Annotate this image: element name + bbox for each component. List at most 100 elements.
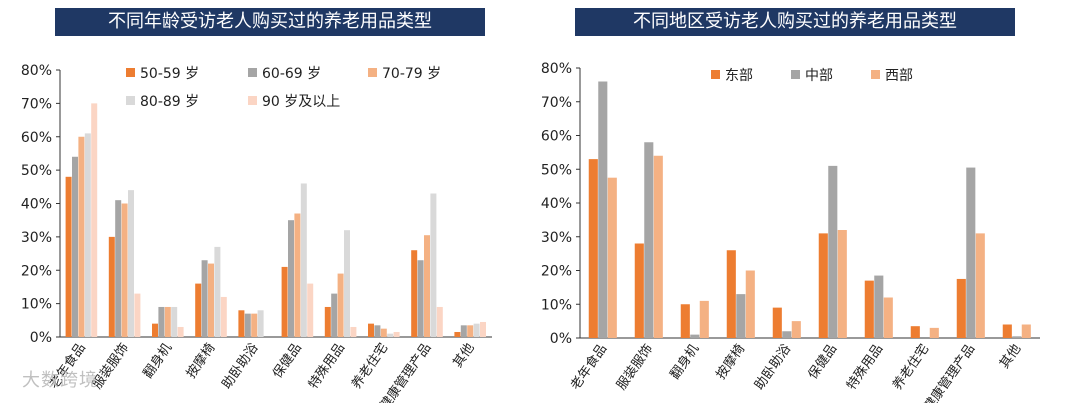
right-ytick-label: 50% bbox=[541, 162, 572, 178]
left-category-label: 特殊用品 bbox=[306, 341, 348, 392]
right-bar bbox=[883, 297, 893, 338]
left-bar bbox=[380, 328, 387, 337]
right-bar bbox=[828, 165, 838, 338]
left-bar bbox=[288, 220, 294, 337]
left-bar bbox=[417, 260, 424, 337]
left-legend-swatch bbox=[248, 68, 257, 77]
right-category-label: 保健品 bbox=[806, 342, 841, 383]
left-bar bbox=[467, 325, 474, 337]
right-bar bbox=[864, 280, 874, 338]
right-bar bbox=[772, 307, 782, 338]
left-legend-swatch bbox=[126, 96, 135, 105]
left-bar bbox=[393, 331, 400, 337]
left-bar bbox=[344, 230, 350, 337]
left-bar bbox=[65, 176, 72, 337]
right-ytick-label: 60% bbox=[541, 129, 572, 145]
right-chart-svg: 0% 10% 20% 30% 40% 50% 60% 70% 80% 老年食品 服装服饰 翻身机 按摩椅… bbox=[541, 61, 1040, 403]
right-bar bbox=[975, 233, 985, 338]
right-bar bbox=[588, 159, 598, 338]
right-bar bbox=[1012, 336, 1022, 338]
left-category-label: 养老住宅 bbox=[348, 340, 391, 392]
left-bar bbox=[424, 235, 430, 337]
left-bar bbox=[72, 156, 78, 337]
right-category-label: 助卧助浴 bbox=[752, 342, 794, 393]
right-bar bbox=[929, 327, 939, 338]
right-category-label: 按摩椅 bbox=[713, 341, 748, 382]
right-ytick-label: 30% bbox=[541, 230, 572, 246]
left-ytick-label: 70% bbox=[21, 96, 52, 112]
left-ytick-label: 20% bbox=[21, 263, 52, 279]
left-ytick-label: 50% bbox=[21, 163, 52, 179]
left-legend-label: 50-59 岁 bbox=[140, 66, 199, 82]
left-bar bbox=[350, 326, 357, 337]
left-legend-swatch bbox=[368, 68, 377, 77]
left-legend-label: 70-79 岁 bbox=[382, 66, 441, 82]
right-chart-panel: 不同地区受访老人购买过的养老用品类型 0% 10% 20% 30% 40% 50% 60% 7… bbox=[540, 0, 1080, 403]
right-bar bbox=[680, 304, 690, 338]
left-bar bbox=[300, 183, 307, 337]
left-bar bbox=[460, 325, 467, 337]
left-bar bbox=[121, 203, 128, 337]
right-bar bbox=[736, 294, 746, 338]
left-bar bbox=[152, 323, 158, 337]
right-legend-label: 东部 bbox=[725, 68, 753, 84]
left-bar bbox=[473, 323, 480, 337]
right-bar bbox=[690, 334, 700, 338]
left-category-label: 保健品 bbox=[270, 341, 305, 382]
right-bar bbox=[644, 142, 654, 338]
left-bar bbox=[244, 313, 251, 337]
right-legend-swatch bbox=[871, 70, 880, 79]
right-category-label: 其他 bbox=[997, 342, 1024, 372]
left-bar bbox=[78, 136, 85, 337]
left-bar bbox=[387, 333, 394, 337]
right-bar bbox=[782, 331, 792, 338]
watermark-text: 大数跨境 bbox=[22, 370, 98, 391]
right-category-label: 老年食品 bbox=[567, 341, 610, 393]
left-bar bbox=[436, 306, 443, 337]
left-bar bbox=[195, 283, 202, 337]
left-legend-swatch bbox=[248, 96, 257, 105]
left-category-label: 翻身机 bbox=[140, 340, 175, 381]
left-bar bbox=[177, 326, 184, 337]
left-bar bbox=[238, 310, 245, 337]
right-bar bbox=[874, 275, 884, 338]
left-bar bbox=[128, 190, 134, 337]
left-chart-title: 不同年龄受访老人购买过的养老用品类型 bbox=[55, 8, 485, 36]
left-bar bbox=[454, 331, 461, 337]
right-category-label: 养老住宅 bbox=[889, 341, 932, 393]
right-ytick-label: 20% bbox=[541, 264, 572, 280]
left-bar bbox=[84, 133, 91, 337]
right-bar bbox=[607, 177, 617, 338]
right-legend-label: 中部 bbox=[805, 68, 833, 84]
left-ytick-label: 60% bbox=[21, 130, 52, 146]
left-legend-label: 60-69 岁 bbox=[262, 66, 321, 82]
right-bar bbox=[956, 278, 966, 338]
left-bar bbox=[201, 260, 208, 337]
right-category-label: 翻身机 bbox=[667, 341, 702, 382]
left-bar bbox=[115, 200, 122, 337]
left-bar bbox=[134, 293, 141, 337]
left-bar bbox=[91, 103, 98, 337]
left-bar bbox=[251, 313, 258, 337]
right-chart-title: 不同地区受访老人购买过的养老用品类型 bbox=[575, 8, 1015, 36]
left-category-label: 其他 bbox=[450, 341, 477, 371]
left-bar bbox=[324, 306, 331, 337]
right-bar bbox=[966, 167, 976, 338]
left-bar bbox=[257, 310, 264, 337]
right-bar bbox=[653, 155, 663, 338]
right-bar bbox=[745, 270, 755, 338]
right-legend-swatch bbox=[791, 70, 800, 79]
left-bar bbox=[164, 306, 171, 337]
left-bar bbox=[411, 250, 418, 337]
left-ytick-label: 80% bbox=[21, 63, 52, 79]
left-bar bbox=[294, 213, 301, 337]
right-bar bbox=[837, 230, 847, 338]
left-ytick-label: 0% bbox=[30, 330, 52, 346]
left-bar bbox=[281, 266, 288, 337]
right-ytick-label: 0% bbox=[550, 331, 572, 347]
left-bar bbox=[374, 325, 381, 337]
left-bar bbox=[220, 296, 227, 337]
left-category-label: 助卧助浴 bbox=[220, 341, 262, 392]
left-ytick-label: 40% bbox=[21, 197, 52, 213]
left-bar bbox=[480, 321, 486, 337]
